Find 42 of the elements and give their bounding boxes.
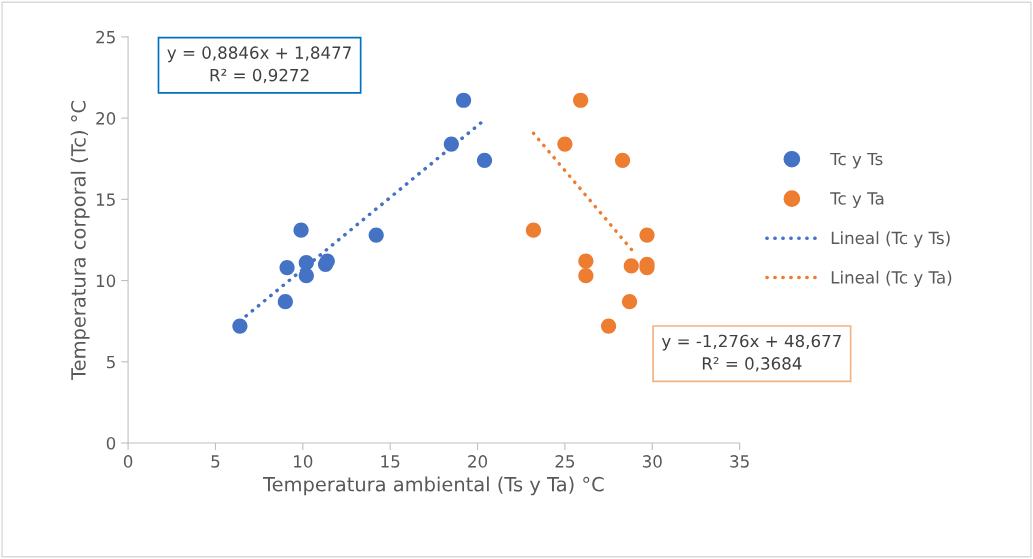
point (368, 227, 384, 243)
y-tick-label: 10 (96, 274, 116, 288)
point (623, 258, 639, 274)
point (277, 294, 293, 310)
point (614, 152, 631, 168)
x-tick-label: 15 (381, 455, 400, 468)
x-tick-label: 25 (555, 455, 575, 468)
point (573, 92, 589, 108)
annotation: y = 0,8846x + 1,8477 R² = 0,9272 (167, 46, 351, 84)
point (600, 318, 617, 334)
point (232, 318, 248, 334)
point (525, 222, 542, 238)
x-tick-label: 10 (294, 455, 313, 468)
x-tick-label: 20 (468, 455, 488, 468)
y-tick-label: 0 (106, 436, 116, 450)
x-tick-label: 35 (730, 455, 749, 468)
point (621, 294, 638, 310)
point (455, 92, 472, 108)
annotation: y = -1,276x + 48,677 R² = 0,3684 (661, 334, 841, 372)
x-tick-label: 0 (123, 455, 133, 468)
point (298, 268, 314, 284)
legend-label: Lineal (Tc y Ta) (831, 270, 952, 287)
point (639, 227, 655, 243)
y-tick-label: 20 (96, 112, 116, 125)
point (443, 136, 459, 152)
x-tick-label: 5 (211, 455, 220, 468)
y-tick-label: 15 (96, 193, 115, 206)
legend-label: Lineal (Tc y Ts) (831, 231, 950, 248)
legend-label: Tc y Ta (830, 192, 884, 208)
x-axis-title: Temperatura ambiental (Ts y Ta) °C (262, 476, 604, 496)
point (578, 268, 594, 284)
x-tick-label: 30 (642, 455, 662, 468)
point (293, 222, 309, 238)
point (476, 152, 493, 168)
point (298, 255, 314, 271)
point (279, 259, 295, 276)
legend-label: Tc y Ts (830, 152, 883, 169)
point (578, 253, 594, 269)
y-axis-title: Temperatura corporal (Tc) °C (70, 101, 90, 380)
y-tick-label: 25 (96, 30, 115, 44)
y-tick-label: 5 (106, 355, 115, 369)
point (557, 136, 573, 152)
